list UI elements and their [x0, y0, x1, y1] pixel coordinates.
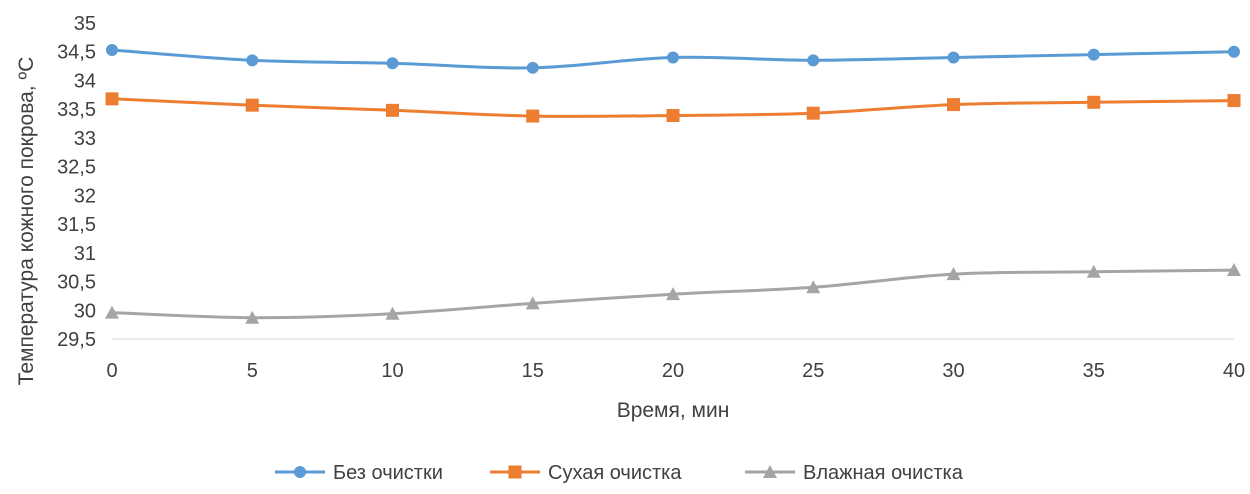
x-tick-label: 10 [381, 360, 403, 382]
data-point [525, 296, 540, 310]
legend-label: Без очистки [333, 462, 443, 484]
data-point [386, 57, 399, 70]
y-tick-label: 34,5 [57, 42, 96, 64]
data-point [526, 109, 540, 123]
legend-marker [294, 466, 306, 478]
x-tick-label: 0 [106, 360, 117, 382]
series-1 [106, 44, 1240, 74]
x-axis-ticks: 0 5 10 15 20 25 30 35 40 [106, 360, 1245, 382]
data-point [666, 287, 680, 301]
x-tick-label: 20 [662, 360, 684, 382]
y-tick-label: 31,5 [57, 214, 96, 236]
data-point [946, 267, 961, 281]
data-point [245, 98, 259, 112]
legend-label: Сухая очистка [548, 462, 682, 484]
y-tick-label: 34 [74, 70, 96, 92]
legend-marker [508, 465, 522, 479]
data-point [385, 306, 400, 320]
data-point [246, 54, 259, 67]
data-point [526, 61, 539, 74]
data-point [807, 54, 820, 67]
y-tick-label: 32 [74, 185, 96, 207]
data-point [947, 51, 960, 64]
series-lines [105, 44, 1241, 324]
data-point [105, 92, 119, 106]
y-tick-label: 32,5 [57, 157, 96, 179]
legend-label: Влажная очистка [803, 462, 964, 484]
series-2 [105, 92, 1241, 123]
y-tick-label: 33,5 [57, 99, 96, 121]
y-axis-ticks: 29,5 30 30,5 31 31,5 32 32,5 33 33,5 34 34,5 35 [57, 13, 96, 351]
legend-marker [763, 465, 777, 478]
y-tick-label: 35 [74, 13, 96, 35]
y-tick-label: 29,5 [57, 329, 96, 351]
data-point [106, 44, 118, 57]
data-point [1087, 95, 1101, 109]
legend-item: Без очистки [275, 462, 443, 484]
y-axis-title: Температура кожного покрова, ºС [15, 57, 38, 386]
data-point [666, 109, 680, 123]
data-point [806, 280, 821, 294]
series-3 [105, 263, 1241, 324]
y-tick-label: 30 [74, 300, 96, 322]
data-point [1086, 264, 1101, 278]
data-point [806, 106, 820, 120]
x-axis-title: Время, мин [617, 399, 730, 422]
data-point [1227, 263, 1241, 277]
data-point [105, 305, 119, 319]
data-point [947, 98, 960, 112]
data-point [1087, 48, 1100, 61]
x-tick-label: 15 [522, 360, 544, 382]
x-tick-label: 40 [1223, 360, 1245, 382]
x-tick-label: 30 [942, 360, 964, 382]
data-point [245, 310, 260, 324]
y-tick-label: 30,5 [57, 272, 96, 294]
data-point [667, 51, 679, 64]
data-point [1227, 94, 1241, 108]
data-point [1228, 45, 1240, 58]
x-tick-label: 35 [1083, 360, 1105, 382]
legend-item: Влажная очистка [745, 462, 964, 484]
legend-item: Сухая очистка [490, 462, 682, 484]
data-point [386, 103, 399, 117]
x-tick-label: 25 [802, 360, 824, 382]
y-tick-label: 33 [74, 128, 96, 150]
legend: Без очистки Сухая очистка Влажная очистка [275, 462, 964, 484]
y-tick-label: 31 [74, 243, 96, 265]
x-tick-label: 5 [247, 360, 258, 382]
